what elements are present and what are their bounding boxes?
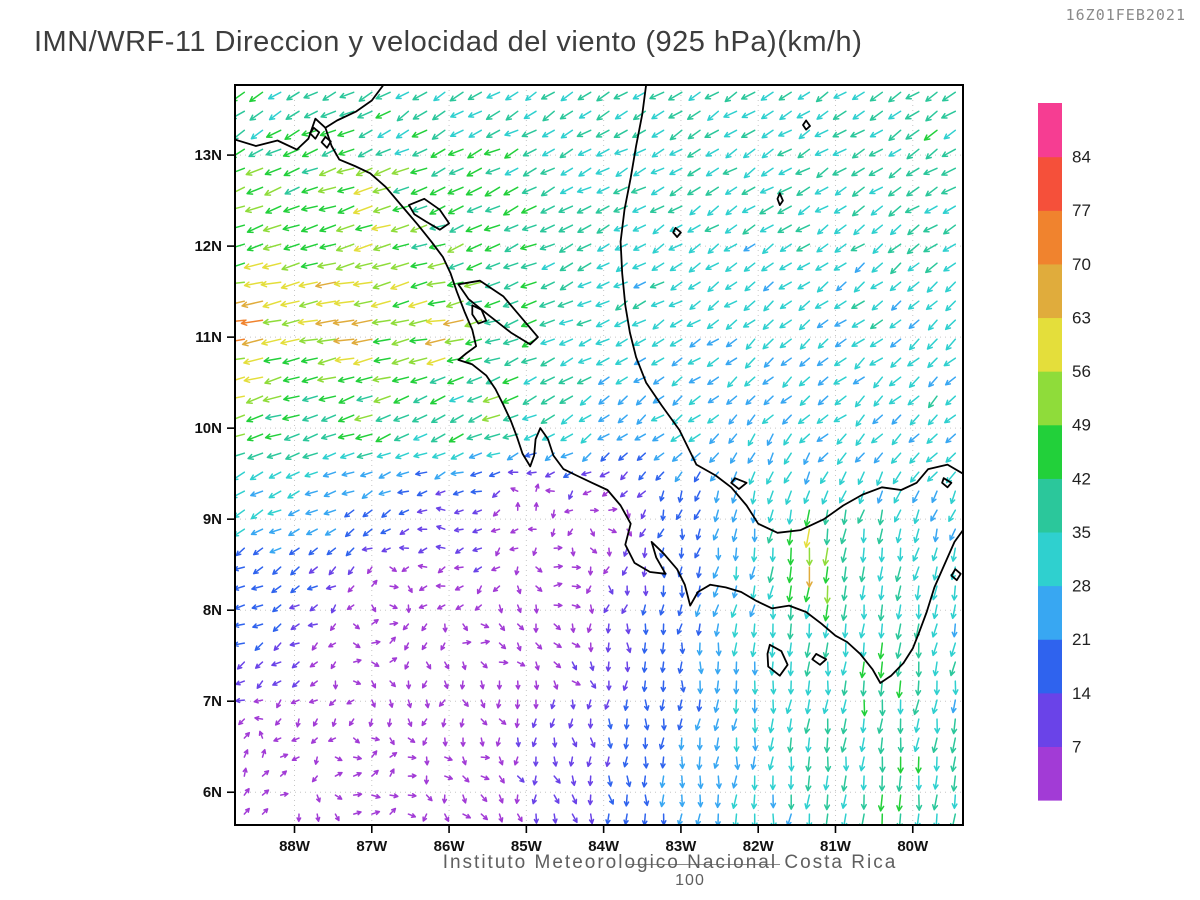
islands <box>309 119 962 677</box>
x-tick-label: 87W <box>356 838 388 855</box>
colorbar-tick-label: 70 <box>1072 255 1091 274</box>
colorbar-tick-label: 21 <box>1072 630 1091 649</box>
x-tick-label: 83W <box>665 838 697 855</box>
axis-ticks <box>227 154 914 833</box>
y-tick-label: 6N <box>203 784 222 801</box>
y-tick-label: 13N <box>194 147 222 164</box>
colorbar <box>1038 103 1062 801</box>
x-tick-label: 86W <box>434 838 466 855</box>
coastlines <box>235 85 963 684</box>
x-tick-label: 80W <box>897 838 929 855</box>
colorbar-tick-label: 63 <box>1072 308 1091 327</box>
colorbar-tick-label: 84 <box>1072 148 1091 167</box>
y-tick-label: 9N <box>203 511 222 528</box>
colorbar-tick-label: 56 <box>1072 362 1091 381</box>
institution-credit: Instituto Meteorologico Nacional Costa R… <box>442 852 898 873</box>
y-tick-label: 7N <box>203 693 222 710</box>
x-tick-label: 81W <box>820 838 852 855</box>
y-tick-label: 12N <box>194 238 222 255</box>
x-tick-label: 88W <box>279 838 311 855</box>
x-tick-label: 84W <box>588 838 620 855</box>
colorbar-labels: 7 14 21 28 35 42 49 56 63 70 77 84 <box>1072 148 1091 757</box>
colorbar-tick-label: 42 <box>1072 469 1091 488</box>
colorbar-tick-label: 14 <box>1072 684 1091 703</box>
valid-time-label: 16Z01FEB2021 <box>1065 6 1186 24</box>
colorbar-tick-label: 35 <box>1072 523 1091 542</box>
colorbar-tick-label: 28 <box>1072 577 1091 596</box>
chart-title: IMN/WRF-11 Direccion y velocidad del vie… <box>34 26 863 58</box>
x-tick-label: 85W <box>511 838 543 855</box>
map-frame <box>234 84 964 826</box>
colorbar-tick-label: 49 <box>1072 416 1091 435</box>
y-tick-label: 8N <box>203 602 222 619</box>
y-tick-label: 10N <box>194 420 222 437</box>
page-number: 100 <box>675 872 705 889</box>
colorbar-tick-label: 77 <box>1072 201 1091 220</box>
y-axis-labels: 13N 12N 11N 10N 9N 8N 7N 6N <box>194 147 222 801</box>
footer-strike-line <box>628 864 780 865</box>
colorbar-tick-label: 7 <box>1072 737 1081 756</box>
x-axis-labels: 88W 87W 86W 85W 84W 83W 82W 81W 80W <box>279 838 929 855</box>
y-tick-label: 11N <box>195 329 222 346</box>
wind-vectors <box>235 91 959 825</box>
x-tick-label: 82W <box>743 838 775 855</box>
